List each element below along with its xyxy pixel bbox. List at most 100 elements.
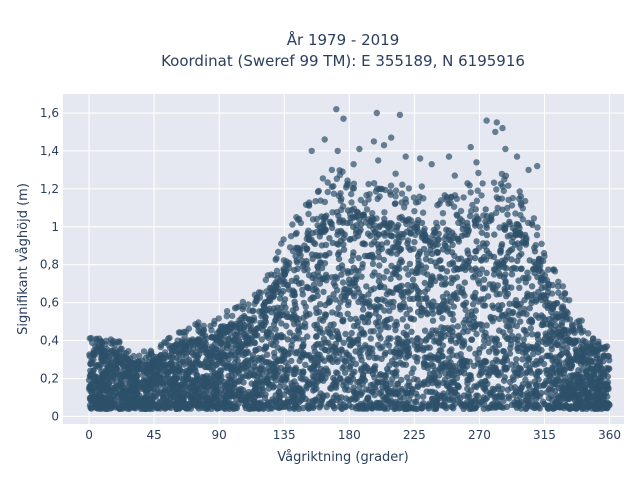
data-point (490, 271, 498, 278)
data-point (238, 314, 245, 321)
data-point (514, 257, 521, 265)
data-point (519, 205, 526, 212)
data-point (194, 322, 201, 329)
data-point (321, 198, 329, 206)
x-tick-label: 180 (338, 428, 361, 442)
data-point (541, 253, 548, 260)
data-point (334, 251, 342, 258)
data-point (212, 386, 219, 393)
data-point (291, 370, 298, 378)
data-point (552, 366, 559, 373)
data-point (370, 138, 378, 145)
data-point (433, 354, 440, 361)
data-point (184, 373, 191, 380)
data-point (447, 237, 454, 244)
y-tick-label: 1 (51, 220, 59, 234)
data-point (544, 404, 551, 412)
data-point (157, 343, 164, 351)
data-point (177, 390, 184, 398)
data-point (327, 321, 334, 329)
data-point (206, 360, 213, 367)
data-point (464, 385, 471, 392)
data-point (287, 233, 295, 240)
data-point (589, 339, 597, 346)
data-point (313, 333, 320, 340)
data-point (533, 265, 540, 273)
data-point (173, 400, 180, 407)
data-point (167, 344, 174, 352)
data-point (344, 268, 352, 275)
data-point (116, 339, 123, 346)
data-point (548, 290, 556, 297)
data-point (289, 247, 297, 255)
data-point (326, 295, 333, 302)
data-point (566, 364, 573, 371)
data-point (461, 324, 468, 332)
data-point (377, 185, 385, 193)
data-point (238, 362, 245, 370)
data-point (179, 358, 187, 365)
data-point (527, 316, 534, 323)
data-point (430, 231, 437, 238)
data-point (432, 241, 439, 248)
data-point (93, 335, 100, 342)
data-point (481, 242, 488, 250)
data-point (338, 293, 345, 300)
data-point (202, 381, 210, 388)
data-point (448, 249, 456, 256)
data-point (516, 188, 523, 195)
data-point (534, 273, 541, 281)
data-point (419, 232, 427, 240)
data-point (203, 397, 210, 404)
data-point (513, 370, 521, 377)
data-point (447, 379, 455, 386)
data-point (450, 303, 457, 310)
data-point (321, 252, 329, 259)
data-point (522, 400, 530, 408)
data-point (251, 291, 259, 298)
data-point (242, 332, 249, 339)
data-point (525, 166, 532, 174)
data-point (431, 338, 438, 345)
data-point (418, 183, 425, 190)
data-point (494, 368, 501, 376)
data-point (325, 339, 332, 346)
data-point (383, 268, 390, 275)
data-point (474, 355, 481, 362)
data-point (424, 271, 431, 278)
data-point (426, 344, 433, 351)
y-axis-label: Signifikant våghöjd (m) (16, 183, 31, 335)
data-point (387, 191, 394, 198)
data-point (531, 291, 538, 298)
data-point (354, 337, 361, 344)
data-point (223, 308, 231, 315)
data-point (342, 395, 350, 402)
data-point (482, 329, 489, 337)
data-point (408, 328, 415, 335)
data-point (309, 397, 316, 405)
data-point (392, 187, 400, 194)
data-point (433, 302, 441, 309)
data-point (347, 315, 354, 323)
data-point (469, 301, 477, 308)
data-point (377, 283, 384, 291)
x-tick-label: 45 (146, 428, 161, 442)
data-point (336, 171, 344, 179)
data-point (388, 399, 395, 406)
data-point (230, 405, 237, 412)
data-point (444, 307, 451, 314)
data-point (538, 389, 545, 397)
data-point (431, 375, 438, 382)
data-point (399, 181, 406, 188)
data-point (481, 337, 488, 344)
data-point (271, 368, 278, 375)
data-point (380, 256, 388, 264)
x-tick-label: 225 (403, 428, 426, 442)
data-point (435, 309, 443, 316)
data-point (281, 367, 289, 375)
data-point (310, 239, 317, 246)
data-point (370, 225, 377, 232)
data-point (330, 291, 337, 298)
data-point (266, 284, 274, 292)
data-point (282, 402, 289, 410)
